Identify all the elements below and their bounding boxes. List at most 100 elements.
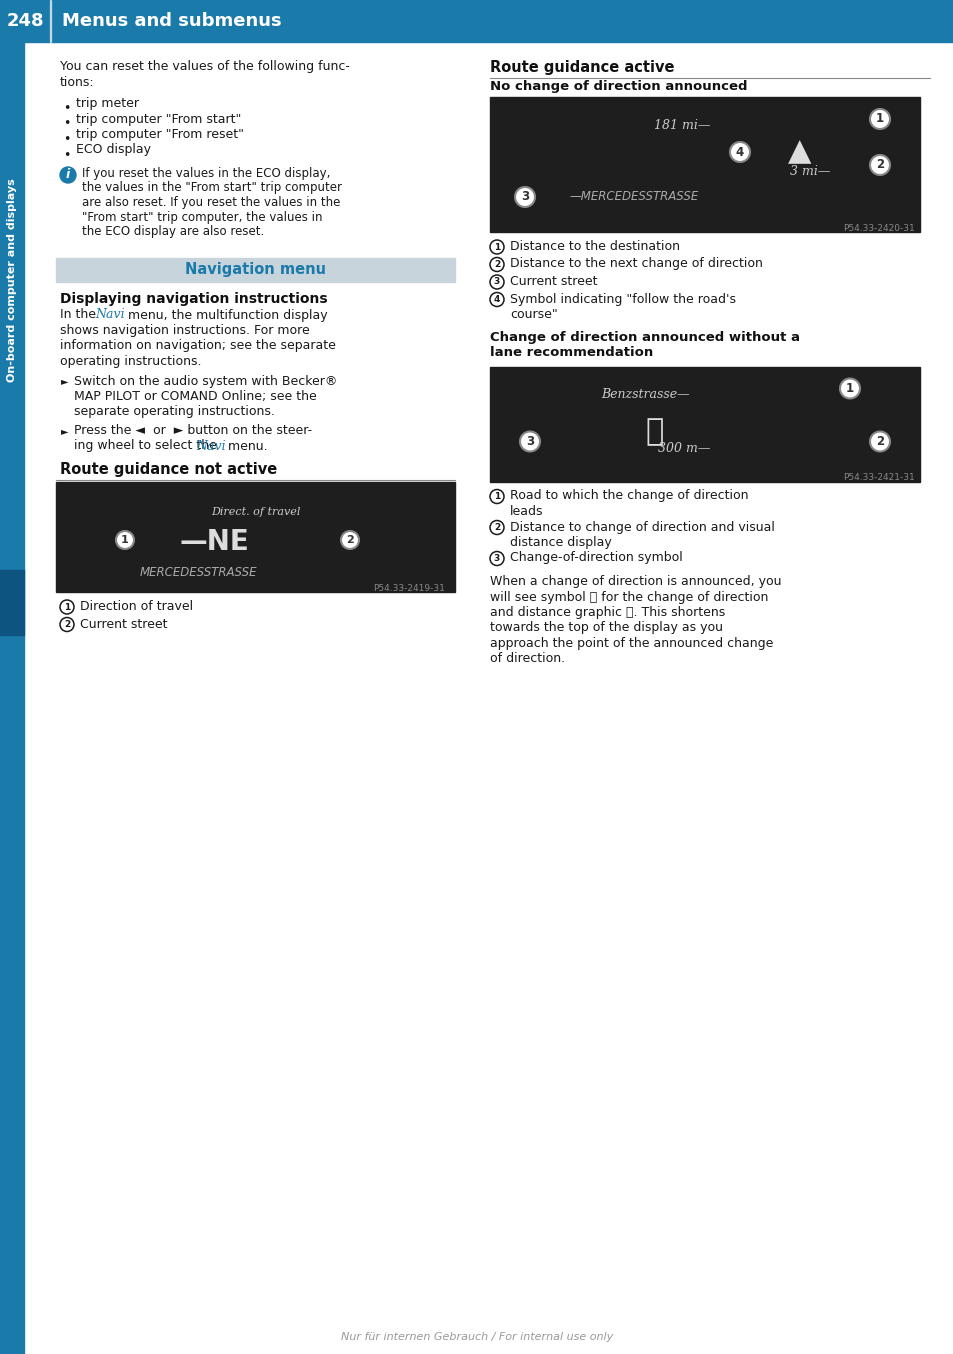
Text: Switch on the audio system with Becker®: Switch on the audio system with Becker® (74, 375, 337, 387)
Text: trip meter: trip meter (76, 97, 139, 110)
Text: 2: 2 (494, 523, 499, 532)
Circle shape (116, 531, 133, 548)
Text: 1: 1 (845, 382, 853, 395)
Bar (0, 570, 24, 635)
Text: •: • (63, 118, 71, 130)
Text: Change-of-direction symbol: Change-of-direction symbol (510, 551, 682, 565)
Text: If you reset the values in the ECO display,: If you reset the values in the ECO displ… (82, 167, 330, 180)
Text: towards the top of the display as you: towards the top of the display as you (490, 621, 722, 635)
Text: P54.33-2419-31: P54.33-2419-31 (373, 584, 444, 593)
Text: —MERCEDESSTRASSE: —MERCEDESSTRASSE (569, 191, 699, 203)
Text: •: • (63, 102, 71, 115)
Text: When a change of direction is announced, you: When a change of direction is announced,… (490, 575, 781, 588)
Text: 1: 1 (121, 535, 129, 546)
Text: of direction.: of direction. (490, 653, 564, 666)
Text: leads: leads (510, 505, 543, 519)
Text: 248: 248 (6, 12, 44, 30)
Text: Displaying navigation instructions: Displaying navigation instructions (60, 291, 327, 306)
Text: 3: 3 (525, 435, 534, 448)
Text: 1: 1 (875, 112, 883, 126)
Text: Current street: Current street (510, 275, 597, 288)
Text: approach the point of the announced change: approach the point of the announced chan… (490, 636, 773, 650)
Circle shape (515, 187, 535, 207)
Text: shows navigation instructions. For more: shows navigation instructions. For more (60, 324, 310, 337)
Text: tions:: tions: (60, 76, 94, 88)
Circle shape (840, 379, 859, 398)
Text: Direction of travel: Direction of travel (80, 600, 193, 613)
Bar (56, 482, 455, 592)
Circle shape (729, 142, 749, 162)
Circle shape (490, 490, 503, 504)
Text: trip computer "From reset": trip computer "From reset" (76, 129, 244, 141)
Bar (0, 0, 953, 42)
Bar (490, 367, 919, 482)
Text: You can reset the values of the following func-: You can reset the values of the followin… (60, 60, 350, 73)
Text: information on navigation; see the separate: information on navigation; see the separ… (60, 340, 335, 352)
Circle shape (60, 617, 74, 631)
Text: 2: 2 (494, 260, 499, 269)
Bar (50, 0, 51, 42)
Circle shape (869, 154, 889, 175)
Text: 3 mi—: 3 mi— (789, 165, 829, 177)
Text: operating instructions.: operating instructions. (60, 355, 201, 368)
Text: Route guidance not active: Route guidance not active (60, 462, 277, 477)
Text: Navigation menu: Navigation menu (185, 263, 326, 278)
Text: the values in the "From start" trip computer: the values in the "From start" trip comp… (82, 181, 341, 195)
Text: P54.33-2420-31: P54.33-2420-31 (842, 223, 914, 233)
Text: course": course" (510, 307, 558, 321)
Circle shape (490, 257, 503, 272)
Text: Current street: Current street (80, 617, 168, 631)
Text: Navi: Navi (196, 440, 226, 452)
Text: P54.33-2421-31: P54.33-2421-31 (842, 474, 914, 482)
Circle shape (60, 167, 76, 183)
Text: 2: 2 (875, 435, 883, 448)
Text: are also reset. If you reset the values in the: are also reset. If you reset the values … (82, 196, 340, 209)
Text: ►: ► (61, 376, 69, 386)
Text: i: i (66, 168, 71, 181)
Text: Distance to the destination: Distance to the destination (510, 240, 679, 253)
Text: menu, the multifunction display: menu, the multifunction display (124, 309, 327, 321)
Text: No change of direction announced: No change of direction announced (490, 80, 747, 93)
Text: Change of direction announced without a: Change of direction announced without a (490, 332, 800, 344)
Text: 3: 3 (520, 191, 529, 203)
Text: •: • (63, 149, 71, 161)
Text: separate operating instructions.: separate operating instructions. (74, 405, 274, 418)
Bar (0, 42, 24, 1354)
Text: trip computer "From start": trip computer "From start" (76, 112, 241, 126)
Text: In the: In the (60, 309, 100, 321)
Circle shape (490, 240, 503, 255)
Text: 300 m—: 300 m— (657, 441, 709, 455)
Text: Nur für internen Gebrauch / For internal use only: Nur für internen Gebrauch / For internal… (340, 1332, 613, 1342)
Text: distance display: distance display (510, 536, 611, 548)
Text: 3: 3 (494, 278, 499, 287)
Text: Press the ◄  or  ► button on the steer-: Press the ◄ or ► button on the steer- (74, 424, 312, 437)
Text: Direct. of travel: Direct. of travel (211, 506, 300, 517)
Text: —NE: —NE (180, 528, 250, 556)
Text: and distance graphic Ⓓ. This shortens: and distance graphic Ⓓ. This shortens (490, 607, 724, 619)
Text: ▲: ▲ (787, 138, 811, 167)
Circle shape (490, 520, 503, 535)
Text: Navi: Navi (95, 309, 125, 321)
Circle shape (519, 432, 539, 451)
Text: On-board computer and displays: On-board computer and displays (7, 179, 17, 382)
Text: ECO display: ECO display (76, 144, 151, 157)
Text: ⮡: ⮡ (645, 417, 663, 445)
Circle shape (60, 600, 74, 613)
Text: "From start" trip computer, the values in: "From start" trip computer, the values i… (82, 210, 322, 223)
Text: 4: 4 (735, 145, 743, 158)
Circle shape (490, 551, 503, 566)
Text: 2: 2 (875, 158, 883, 172)
Text: lane recommendation: lane recommendation (490, 347, 653, 360)
Text: 3: 3 (494, 554, 499, 563)
Text: ing wheel to select the: ing wheel to select the (74, 440, 221, 452)
Text: Symbol indicating "follow the road's: Symbol indicating "follow the road's (510, 292, 735, 306)
Text: 181 mi—: 181 mi— (653, 119, 709, 131)
Text: 1: 1 (64, 603, 71, 612)
Text: 2: 2 (346, 535, 354, 546)
Text: 4: 4 (494, 295, 499, 305)
Text: will see symbol Ⓢ for the change of direction: will see symbol Ⓢ for the change of dire… (490, 590, 767, 604)
Text: MAP PILOT or COMAND Online; see the: MAP PILOT or COMAND Online; see the (74, 390, 316, 403)
Text: 2: 2 (64, 620, 71, 630)
Text: the ECO display are also reset.: the ECO display are also reset. (82, 225, 264, 238)
Circle shape (869, 110, 889, 129)
